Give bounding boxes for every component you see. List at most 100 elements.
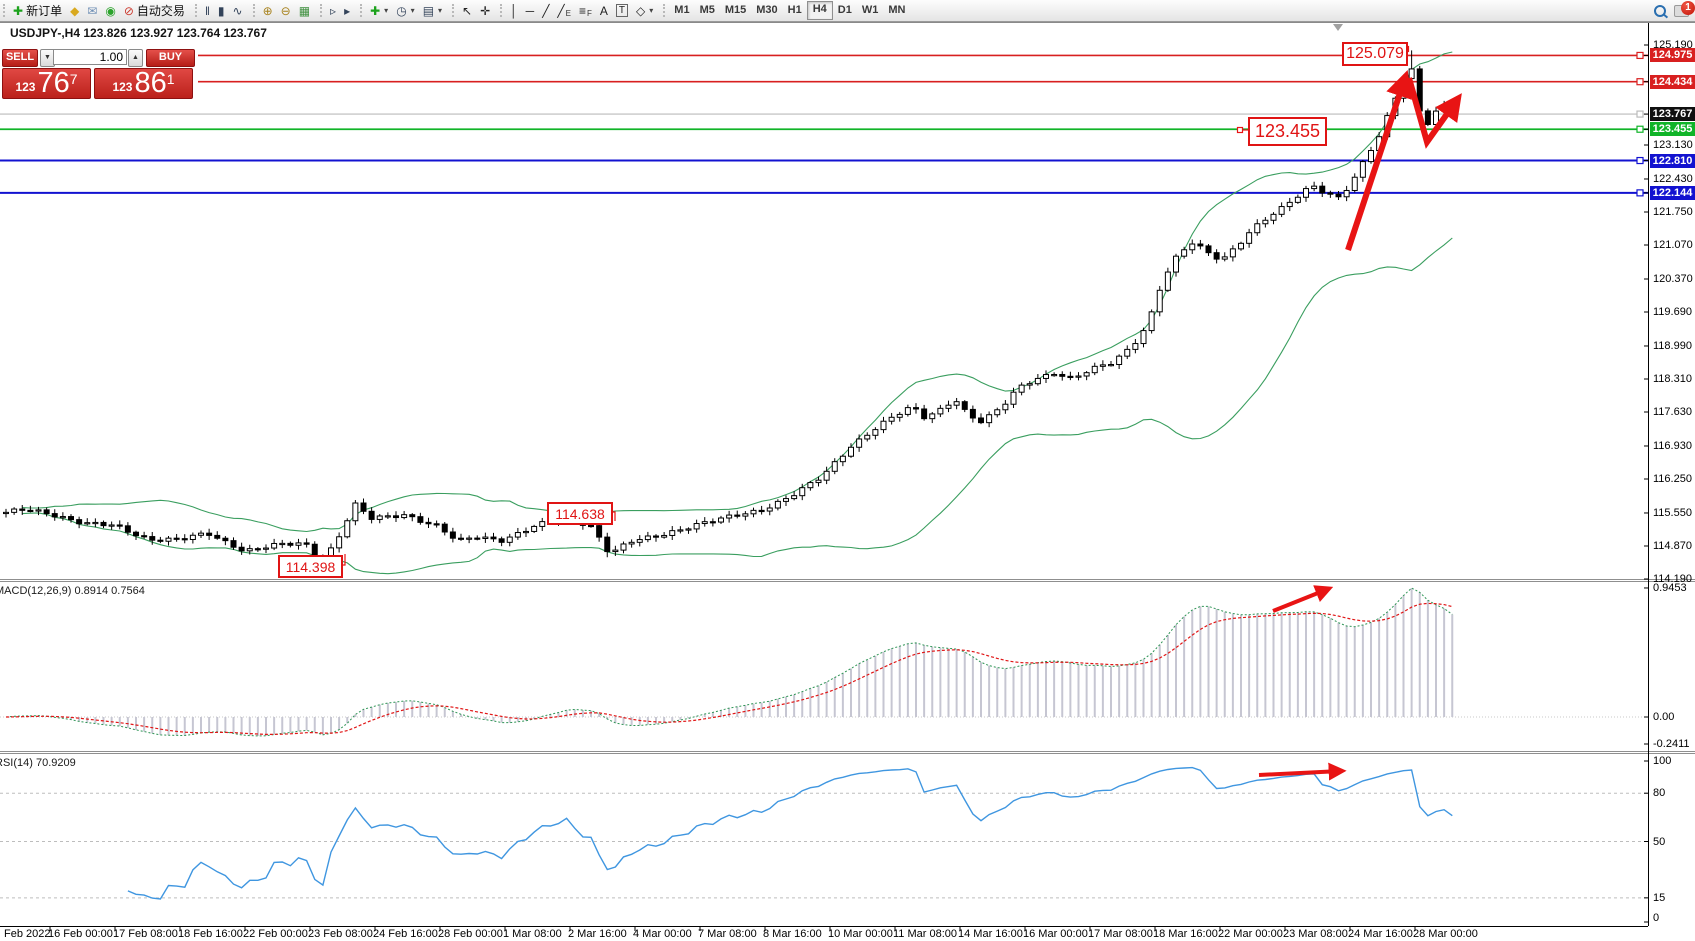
volume-increase-button[interactable]: ▲ xyxy=(128,49,143,67)
periods-button-glyph: ◷ xyxy=(396,3,407,18)
annotation-spike-high[interactable]: 125.079 xyxy=(1342,42,1408,66)
annotation-low-feb[interactable]: 114.398 xyxy=(278,555,343,578)
insert-group: ✚ ▾ ◷ ▾ ▤ ▾ xyxy=(357,0,449,21)
grid xyxy=(0,716,1648,899)
timeframe-mn[interactable]: MN xyxy=(888,4,906,16)
buy-button[interactable]: BUY xyxy=(146,49,195,67)
fibonacci-button-sub: F xyxy=(587,9,592,18)
tile-windows-button[interactable]: ▦ xyxy=(295,2,314,20)
zoom-group: ⊕ ⊖ ▦ xyxy=(250,0,317,21)
zoom-out-button-glyph: ⊖ xyxy=(280,3,291,18)
mailbox-icon[interactable]: ✉ xyxy=(83,2,101,20)
macd-values: 0.8914 0.7564 xyxy=(74,585,145,597)
timeframe-d1[interactable]: D1 xyxy=(837,4,852,16)
timeframe-toolbar: M1 M5 M15 M30 H1 H4 D1 W1 MN xyxy=(660,0,913,21)
channel-button[interactable]: ╱ E xyxy=(553,2,575,20)
timeframe-h4[interactable]: H4 xyxy=(806,1,833,20)
frame xyxy=(0,22,1695,931)
annotation-resistance[interactable]: 123.455 xyxy=(1248,117,1327,146)
indicators xyxy=(5,587,1454,900)
periods-button[interactable]: ◷ ▾ xyxy=(392,2,419,20)
templates-button[interactable]: ▤ ▾ xyxy=(419,2,446,20)
trendline-button-glyph: ╱ xyxy=(542,3,550,18)
main-toolbar: ✚ 新订单 ◆ ✉ ◉ ⊘ 自动交易 ‖ ▮ ∿ ⊕ ⊖ ▦ ▹ ▸ ✚ ▾ ◷ ▾ ▤ ▾ ↖ ✛ │ ─ ╱ ╱ E ≡ F A T ◇ ▾ … xyxy=(0,0,1695,22)
cursor-button[interactable]: ↖ xyxy=(458,2,476,20)
trendline-button[interactable]: ╱ xyxy=(538,2,553,20)
fibonacci-button-glyph: ≡ xyxy=(579,3,587,18)
timeframe-m30[interactable]: M30 xyxy=(756,4,778,16)
metaquotes-icon[interactable]: ◆ xyxy=(66,2,83,20)
auto-scroll-button-glyph: ▹ xyxy=(330,3,337,18)
one-click-trade-panel: SELL ▼ 1.00 ▲ BUY 123 76 7 123 86 1 xyxy=(0,42,198,101)
macd-pane-label: MACD(12,26,9) 0.8914 0.7564 xyxy=(0,585,145,597)
timeframe-m1[interactable]: M1 xyxy=(674,4,690,16)
timeframe-w1[interactable]: W1 xyxy=(861,4,879,16)
bar-chart-button[interactable]: ‖ xyxy=(201,2,214,20)
pullback-arrow xyxy=(1406,77,1462,149)
scroll-group: ▹ ▸ xyxy=(317,0,357,21)
candles xyxy=(3,50,1456,569)
indicators-button-dropdown[interactable]: ▾ xyxy=(384,6,389,15)
timeframe-h1[interactable]: H1 xyxy=(787,4,802,16)
zoom-in-button[interactable]: ⊕ xyxy=(259,2,277,20)
label-button[interactable]: T xyxy=(612,2,632,20)
horizontal-line-button[interactable]: ─ xyxy=(522,2,539,20)
candlestick-chart-button[interactable]: ▮ xyxy=(214,2,229,20)
arrows-button[interactable]: ◇ ▾ xyxy=(632,2,657,20)
sell-price-pips: 76 xyxy=(37,67,70,99)
arrows-button-glyph: ◇ xyxy=(636,3,646,18)
timeframe-m5[interactable]: M5 xyxy=(699,4,715,16)
notification-badge[interactable]: 1 xyxy=(1681,0,1695,15)
fibonacci-button[interactable]: ≡ F xyxy=(575,2,596,20)
chart-shift-button-glyph: ▸ xyxy=(344,3,351,18)
level-lines xyxy=(0,51,1648,197)
periods-button-dropdown[interactable]: ▾ xyxy=(410,6,415,15)
channel-button-glyph: ╱ xyxy=(557,3,565,18)
bar-chart-button-glyph: ‖ xyxy=(204,3,210,18)
templates-button-dropdown[interactable]: ▾ xyxy=(438,6,443,15)
new-order-button[interactable]: ✚ 新订单 xyxy=(9,2,66,20)
cursor-group: ↖ ✛ xyxy=(449,0,497,21)
text-button-glyph: A xyxy=(599,3,608,18)
new-order-button-glyph: ✚ xyxy=(13,3,24,18)
zoom-out-button[interactable]: ⊖ xyxy=(277,2,295,20)
line-chart-button[interactable]: ∿ xyxy=(229,2,247,20)
autotrading-button[interactable]: ⊘ 自动交易 xyxy=(120,2,189,20)
toolbar-right: 1 xyxy=(1654,0,1695,17)
notification-icon[interactable]: 1 xyxy=(1674,0,1695,17)
arrows-button-dropdown[interactable]: ▾ xyxy=(649,6,654,15)
macd-name: MACD(12,26,9) xyxy=(0,585,72,597)
crosshair-button[interactable]: ✛ xyxy=(476,2,494,20)
chart-title: USDJPY-,H4 123.826 123.927 123.764 123.7… xyxy=(10,26,267,40)
candlestick-chart-button-glyph: ▮ xyxy=(217,3,225,18)
vertical-line-button-glyph: │ xyxy=(510,3,518,18)
toolbar-groups: ✚ 新订单 ◆ ✉ ◉ ⊘ 自动交易 ‖ ▮ ∿ ⊕ ⊖ ▦ ▹ ▸ ✚ ▾ ◷ ▾ ▤ ▾ ↖ ✛ │ ─ ╱ ╱ E ≡ F A T ◇ ▾ xyxy=(0,0,660,21)
volume-input[interactable]: 1.00 xyxy=(53,49,127,65)
chart-shift-button[interactable]: ▸ xyxy=(340,2,354,20)
rsi-pane-label: RSI(14) 70.9209 xyxy=(0,757,76,769)
buy-price-point: 1 xyxy=(166,71,175,87)
mailbox-icon-glyph: ✉ xyxy=(87,3,98,18)
macd-arrow xyxy=(1272,585,1334,613)
buy-price-button[interactable]: 123 86 1 xyxy=(94,68,193,99)
vertical-line-button[interactable]: │ xyxy=(506,2,522,20)
sell-price-button[interactable]: 123 76 7 xyxy=(2,68,91,99)
indicators-button[interactable]: ✚ ▾ xyxy=(366,2,392,20)
trend-arrows[interactable] xyxy=(339,45,1462,781)
crosshair-button-glyph: ✛ xyxy=(480,3,491,18)
timeframe-m15[interactable]: M15 xyxy=(724,4,747,16)
auto-scroll-button[interactable]: ▹ xyxy=(326,2,340,20)
annotation-low-mar[interactable]: 114.638 xyxy=(547,502,613,525)
tile-windows-button-glyph: ▦ xyxy=(298,3,311,18)
market-watch-icon[interactable]: ◉ xyxy=(101,2,119,20)
sell-price-figure: 123 xyxy=(15,80,36,94)
sell-button[interactable]: SELL xyxy=(2,49,38,67)
text-button[interactable]: A xyxy=(596,2,612,20)
autotrading-button-glyph: ⊘ xyxy=(123,3,134,18)
autotrading-button-label: 自动交易 xyxy=(136,4,185,18)
search-icon[interactable] xyxy=(1654,4,1666,17)
metaquotes-icon-glyph: ◆ xyxy=(70,3,80,18)
label-button-glyph: T xyxy=(615,4,629,17)
templates-button-glyph: ▤ xyxy=(422,3,435,18)
